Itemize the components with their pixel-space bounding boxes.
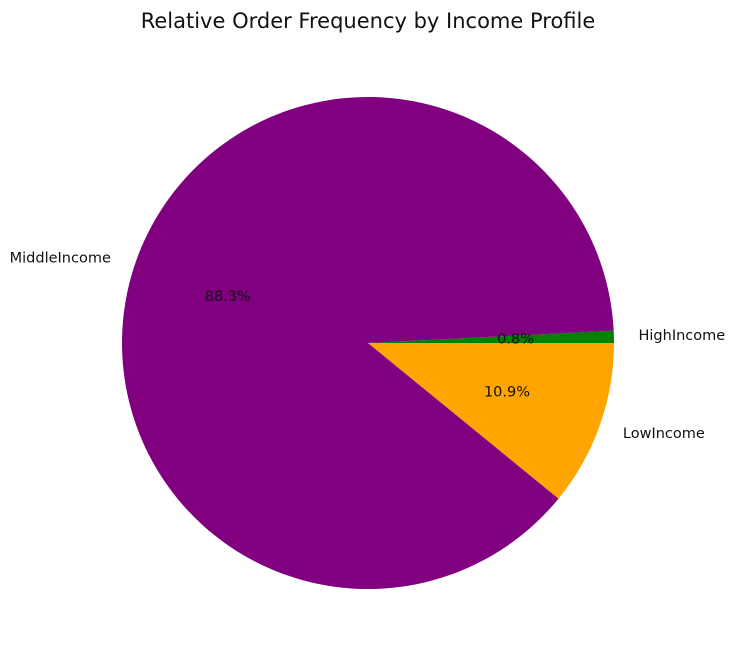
pct-label-low-income: 10.9% — [484, 385, 530, 401]
pct-label-middle-income: 88.3% — [205, 289, 251, 305]
percentage-labels: 0.8% 88.3% 10.9% — [205, 289, 534, 401]
chart-title: Relative Order Frequency by Income Profi… — [141, 9, 596, 33]
category-label-high-income: HighIncome — [639, 328, 726, 344]
pct-label-high-income: 0.8% — [497, 331, 534, 347]
category-label-middle-income: MiddleIncome — [10, 251, 111, 267]
category-labels: HighIncome MiddleIncome LowIncome — [10, 251, 726, 442]
pie-slice-middle-income — [122, 96, 614, 589]
pie-slice-high-income — [368, 330, 614, 343]
slices-layer — [122, 96, 614, 589]
category-label-low-income: LowIncome — [623, 426, 705, 442]
pie-slice-low-income — [368, 343, 614, 499]
